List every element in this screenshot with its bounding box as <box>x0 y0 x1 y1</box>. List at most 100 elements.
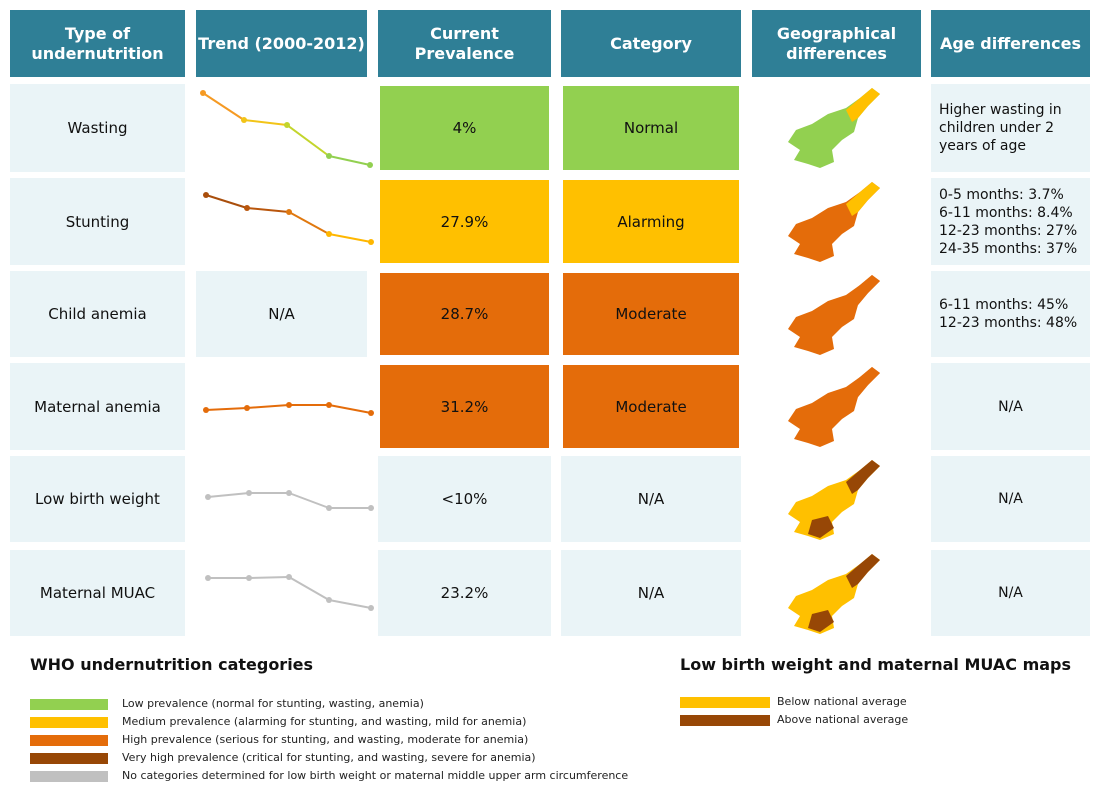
trend-segment <box>328 599 372 609</box>
trend-sparkline <box>203 192 374 245</box>
prevalence-cell: 27.9% <box>378 178 551 265</box>
legend-swatch <box>30 735 108 746</box>
type-cell: Wasting <box>10 84 185 172</box>
category-cell: N/A <box>561 550 741 636</box>
type-cell: Maternal anemia <box>10 363 185 450</box>
map-region <box>846 88 880 122</box>
trend-sparkline <box>205 490 374 511</box>
category-cell: Alarming <box>561 178 741 265</box>
trend-segment <box>205 407 248 411</box>
type-cell: Stunting <box>10 178 185 265</box>
trend-point <box>284 122 290 128</box>
prevalence-cell: 31.2% <box>378 363 551 450</box>
legend-title: Low birth weight and maternal MUAC maps <box>680 655 1072 674</box>
legend-swatch <box>30 699 108 710</box>
trend-point <box>326 231 332 237</box>
prevalence-cell: <10% <box>378 456 551 542</box>
category-cell: N/A <box>561 456 741 542</box>
age-cell: N/A <box>931 550 1090 636</box>
trend-sparkline <box>205 574 374 611</box>
trend-segment <box>205 194 248 209</box>
category-cell: Normal <box>561 84 741 172</box>
legend-title: WHO undernutrition categories <box>30 655 314 674</box>
trend-point <box>205 575 211 581</box>
type-cell: Low birth weight <box>10 456 185 542</box>
legend-swatch <box>680 697 770 708</box>
map-region <box>808 610 834 632</box>
prevalence-cell: 28.7% <box>378 271 551 357</box>
trend-sparkline <box>203 402 374 416</box>
map-region <box>846 182 880 216</box>
legend-label: Low prevalence (normal for stunting, was… <box>122 697 424 710</box>
trend-point <box>368 505 374 511</box>
legend-label: High prevalence (serious for stunting, a… <box>122 733 529 746</box>
age-line: N/A <box>998 491 1023 507</box>
age-line: 6-11 months: 8.4% <box>939 204 1073 221</box>
region-map <box>788 554 880 634</box>
trend-point <box>246 490 252 496</box>
age-text: N/A <box>998 584 1023 602</box>
age-line: 24-35 months: 37% <box>939 240 1078 257</box>
trend-segment <box>246 404 290 409</box>
trend-point <box>244 405 250 411</box>
region-map <box>788 182 880 262</box>
trend-point <box>368 239 374 245</box>
trend-point <box>286 490 292 496</box>
header-cell: Type of undernutrition <box>10 10 185 77</box>
map-region <box>846 554 880 588</box>
age-text: N/A <box>998 490 1023 508</box>
age-text: Higher wasting in children under 2 years… <box>939 101 1082 155</box>
trend-segment <box>288 576 330 601</box>
region-map <box>788 88 880 168</box>
trend-point <box>286 574 292 580</box>
trend-segment <box>328 155 371 166</box>
trend-segment <box>207 492 250 498</box>
header-cell: Geographical differences <box>752 10 921 77</box>
trend-point <box>241 117 247 123</box>
age-cell: 0-5 months: 3.7% 6-11 months: 8.4% 12-23 m… <box>931 178 1090 265</box>
trend-segment <box>328 404 372 414</box>
prevalence-cell: 23.2% <box>378 550 551 636</box>
type-cell: Maternal MUAC <box>10 550 185 636</box>
region-map <box>788 460 880 540</box>
age-line: 0-5 months: 3.7% <box>939 186 1064 203</box>
age-cell: N/A <box>931 363 1090 450</box>
age-line: N/A <box>998 585 1023 601</box>
map-region <box>846 367 880 401</box>
header-cell: Age differences <box>931 10 1090 77</box>
trend-point <box>200 90 206 96</box>
trend-point <box>326 153 332 159</box>
age-line: N/A <box>998 398 1023 415</box>
legend-label: Above national average <box>777 713 909 726</box>
header-cell: Current Prevalence <box>378 10 551 77</box>
legend-label: Very high prevalence (critical for stunt… <box>122 751 536 764</box>
trend-point <box>203 407 209 413</box>
age-cell: N/A <box>931 456 1090 542</box>
map-region <box>846 460 880 494</box>
legend-swatch <box>30 771 108 782</box>
category-cell: Moderate <box>561 271 741 357</box>
header-cell: Category <box>561 10 741 77</box>
age-line: 6-11 months: 45% <box>939 297 1069 313</box>
trend-point <box>326 597 332 603</box>
legend-swatch <box>30 753 108 764</box>
trend-point <box>203 192 209 198</box>
legend-swatch <box>680 715 770 726</box>
trend-point <box>286 209 292 215</box>
trend-point <box>205 494 211 500</box>
trend-cell: N/A <box>196 271 367 357</box>
trend-point <box>244 205 250 211</box>
header-cell: Trend (2000-2012) <box>196 10 367 77</box>
age-line: Higher wasting in children under 2 years… <box>939 102 1062 154</box>
category-cell: Moderate <box>561 363 741 450</box>
region-map <box>788 367 880 447</box>
age-text: N/A <box>998 398 1023 416</box>
trend-point <box>368 605 374 611</box>
trend-segment <box>202 92 245 121</box>
trend-point <box>326 402 332 408</box>
trend-point <box>367 162 373 168</box>
age-line: 12-23 months: 48% <box>939 315 1078 331</box>
age-text: 0-5 months: 3.7% 6-11 months: 8.4% 12-23 m… <box>939 186 1077 258</box>
trend-segment <box>246 207 290 213</box>
